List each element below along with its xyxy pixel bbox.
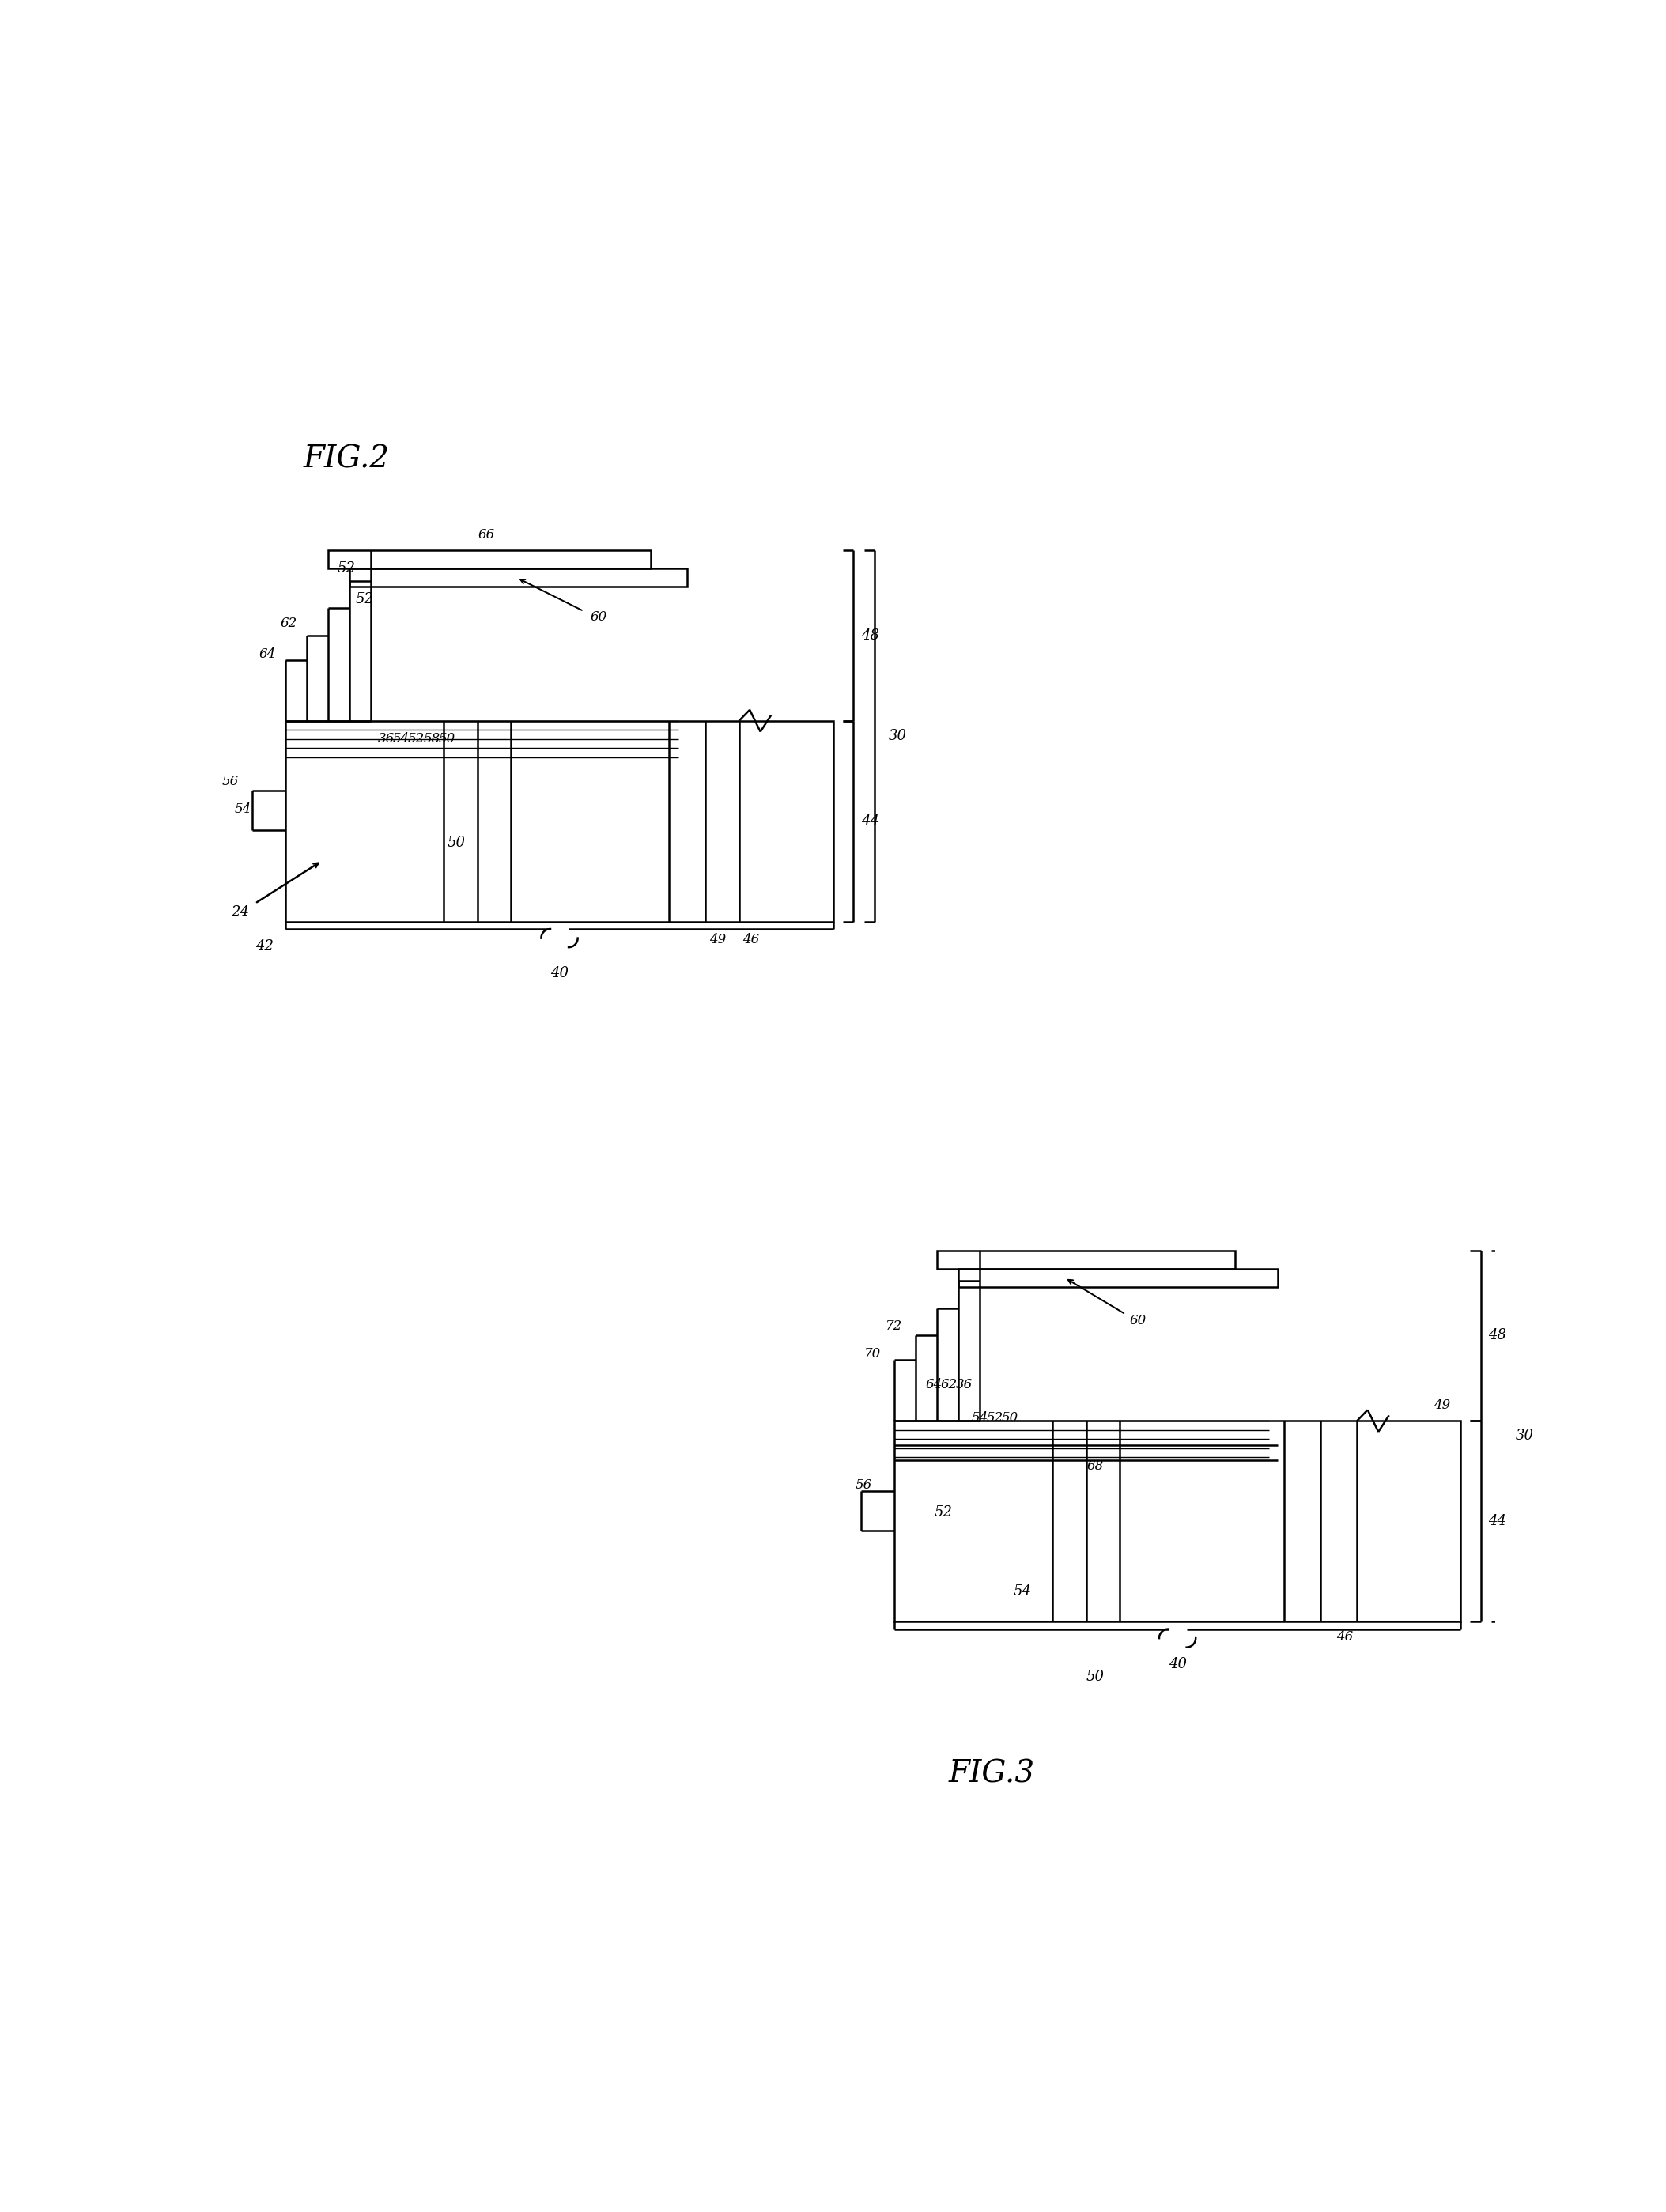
Text: 44: 44: [861, 814, 880, 827]
Text: 36: 36: [378, 732, 395, 745]
Text: 49: 49: [1434, 1398, 1451, 1411]
Text: 60: 60: [591, 611, 608, 624]
Text: 68: 68: [1086, 1460, 1103, 1473]
Text: 36: 36: [956, 1378, 973, 1391]
Text: 46: 46: [743, 933, 760, 947]
Text: 54: 54: [971, 1411, 988, 1425]
Text: 52: 52: [355, 593, 373, 606]
Bar: [285, 721, 833, 922]
Text: 62: 62: [941, 1378, 958, 1391]
Text: 70: 70: [865, 1347, 881, 1360]
Text: 52: 52: [935, 1504, 951, 1520]
Text: 50: 50: [446, 836, 465, 849]
Text: 44: 44: [1488, 1515, 1506, 1528]
Text: 54: 54: [1013, 1584, 1031, 1599]
Text: 64: 64: [926, 1378, 943, 1391]
Text: FIG.3: FIG.3: [948, 1759, 1035, 1790]
Text: 64: 64: [258, 648, 275, 661]
Text: 58: 58: [423, 732, 440, 745]
Text: 24: 24: [230, 905, 248, 920]
Bar: [328, 551, 651, 568]
Text: 42: 42: [255, 938, 273, 953]
Text: 50: 50: [1001, 1411, 1018, 1425]
Text: 48: 48: [861, 628, 880, 644]
Text: 62: 62: [280, 617, 297, 630]
Bar: [936, 1250, 1235, 1270]
Text: 50: 50: [438, 732, 455, 745]
Text: 52: 52: [986, 1411, 1003, 1425]
Bar: [958, 1270, 1278, 1287]
Text: 40: 40: [1168, 1657, 1186, 1672]
Text: 56: 56: [855, 1478, 873, 1491]
Text: 48: 48: [1488, 1329, 1506, 1343]
Text: 66: 66: [478, 529, 495, 542]
Text: FIG.2: FIG.2: [303, 445, 390, 473]
Text: 40: 40: [550, 967, 568, 980]
Text: 52: 52: [337, 562, 355, 575]
Text: 50: 50: [1086, 1670, 1105, 1683]
Text: 54: 54: [235, 803, 252, 816]
Text: 56: 56: [222, 774, 240, 787]
Bar: [895, 1420, 1461, 1621]
Bar: [350, 568, 688, 586]
Text: 30: 30: [888, 730, 906, 743]
Text: 54: 54: [393, 732, 410, 745]
Text: 60: 60: [1130, 1314, 1146, 1327]
Text: 30: 30: [1516, 1429, 1533, 1442]
Text: 49: 49: [710, 933, 726, 947]
Text: 72: 72: [886, 1321, 903, 1334]
Text: 52: 52: [408, 732, 425, 745]
Text: 46: 46: [1336, 1630, 1353, 1644]
